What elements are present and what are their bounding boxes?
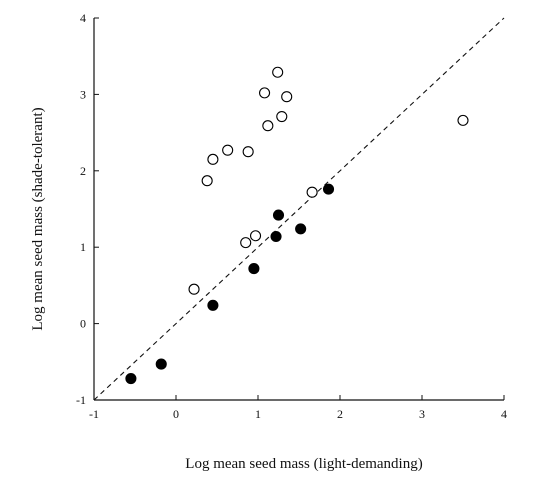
open-point <box>457 114 469 126</box>
open-point <box>201 175 213 187</box>
y-tick-label: 1 <box>80 240 86 254</box>
open-point <box>222 144 234 156</box>
points-group <box>125 66 469 385</box>
x-tick-label: 3 <box>419 407 425 421</box>
open-point <box>276 111 288 123</box>
y-tick-label: 3 <box>80 87 86 101</box>
x-tick-label: 4 <box>501 407 507 421</box>
open-point <box>207 153 219 165</box>
open-point <box>262 120 274 132</box>
filled-point <box>248 263 260 275</box>
open-point <box>259 87 271 99</box>
filled-point <box>295 223 307 235</box>
x-tick-label: 1 <box>255 407 261 421</box>
y-tick-label: 4 <box>80 11 86 25</box>
open-point <box>240 237 252 249</box>
filled-point <box>322 183 335 195</box>
y-tick-label: 0 <box>80 317 86 331</box>
x-axis-title: Log mean seed mass (light-demanding) <box>185 456 422 472</box>
filled-point <box>272 209 285 221</box>
open-point <box>242 146 254 158</box>
reference-line <box>93 17 505 401</box>
x-tick-label: -1 <box>89 407 99 421</box>
reference-line-group <box>93 17 505 401</box>
filled-point <box>125 373 137 385</box>
x-tick-label: 0 <box>173 407 179 421</box>
open-point <box>272 66 284 78</box>
open-point <box>188 283 200 295</box>
open-point <box>249 230 262 242</box>
filled-point <box>270 230 282 243</box>
y-tick-label: -1 <box>76 393 86 407</box>
y-tick-label: 2 <box>80 164 86 178</box>
open-point <box>306 186 318 198</box>
y-axis-title: Log mean seed mass (shade-tolerant) <box>30 107 46 330</box>
x-tick-label: 2 <box>337 407 343 421</box>
open-point <box>281 91 293 103</box>
axes: -1 0 1 2 3 4 -1 0 1 2 3 4 <box>76 11 507 421</box>
filled-point <box>207 299 219 311</box>
filled-point <box>155 358 167 370</box>
